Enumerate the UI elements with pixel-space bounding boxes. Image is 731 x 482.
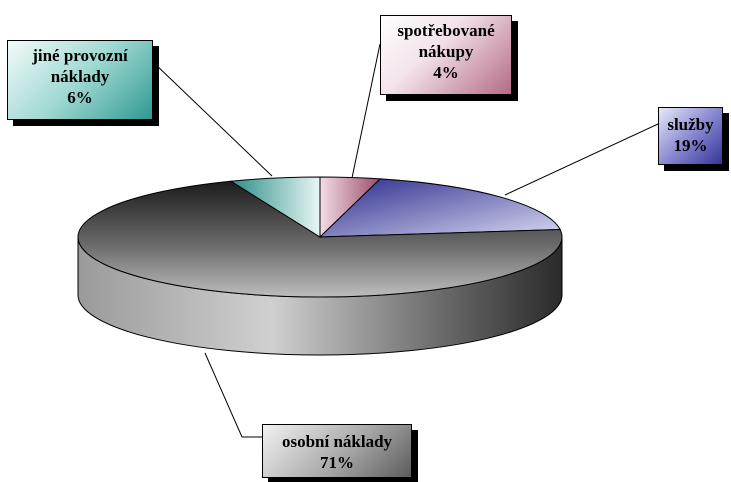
data-label-category: spotřebované bbox=[397, 21, 495, 40]
slice-sluzby bbox=[318, 178, 561, 238]
slice-jine-provozni-naklady bbox=[229, 176, 321, 238]
data-label-category: náklady bbox=[50, 67, 110, 86]
data-label-box: služby 19% bbox=[658, 107, 723, 165]
data-label-category: služby bbox=[667, 115, 714, 134]
data-label-category: osobní náklady bbox=[281, 432, 393, 451]
data-label-box: osobní náklady 71% bbox=[262, 424, 412, 478]
data-label-value: 6% bbox=[67, 88, 93, 107]
slice-osobni-naklady bbox=[77, 180, 563, 298]
leader-line bbox=[152, 61, 273, 177]
data-label-value: 4% bbox=[433, 63, 459, 82]
leader-line bbox=[504, 123, 659, 196]
data-label-category: nákupy bbox=[418, 42, 474, 61]
leader-line bbox=[204, 352, 262, 438]
data-label-box: jiné provozní náklady 6% bbox=[7, 40, 153, 120]
data-label-value: 71% bbox=[320, 453, 354, 472]
data-label-category: jiné provozní bbox=[32, 46, 128, 65]
leader-lines bbox=[152, 43, 659, 438]
data-label-value: 19% bbox=[673, 136, 708, 155]
leader-line bbox=[351, 43, 381, 179]
pie-top-face bbox=[77, 176, 563, 298]
data-label-box: spotřebované nákupy 4% bbox=[380, 15, 512, 95]
